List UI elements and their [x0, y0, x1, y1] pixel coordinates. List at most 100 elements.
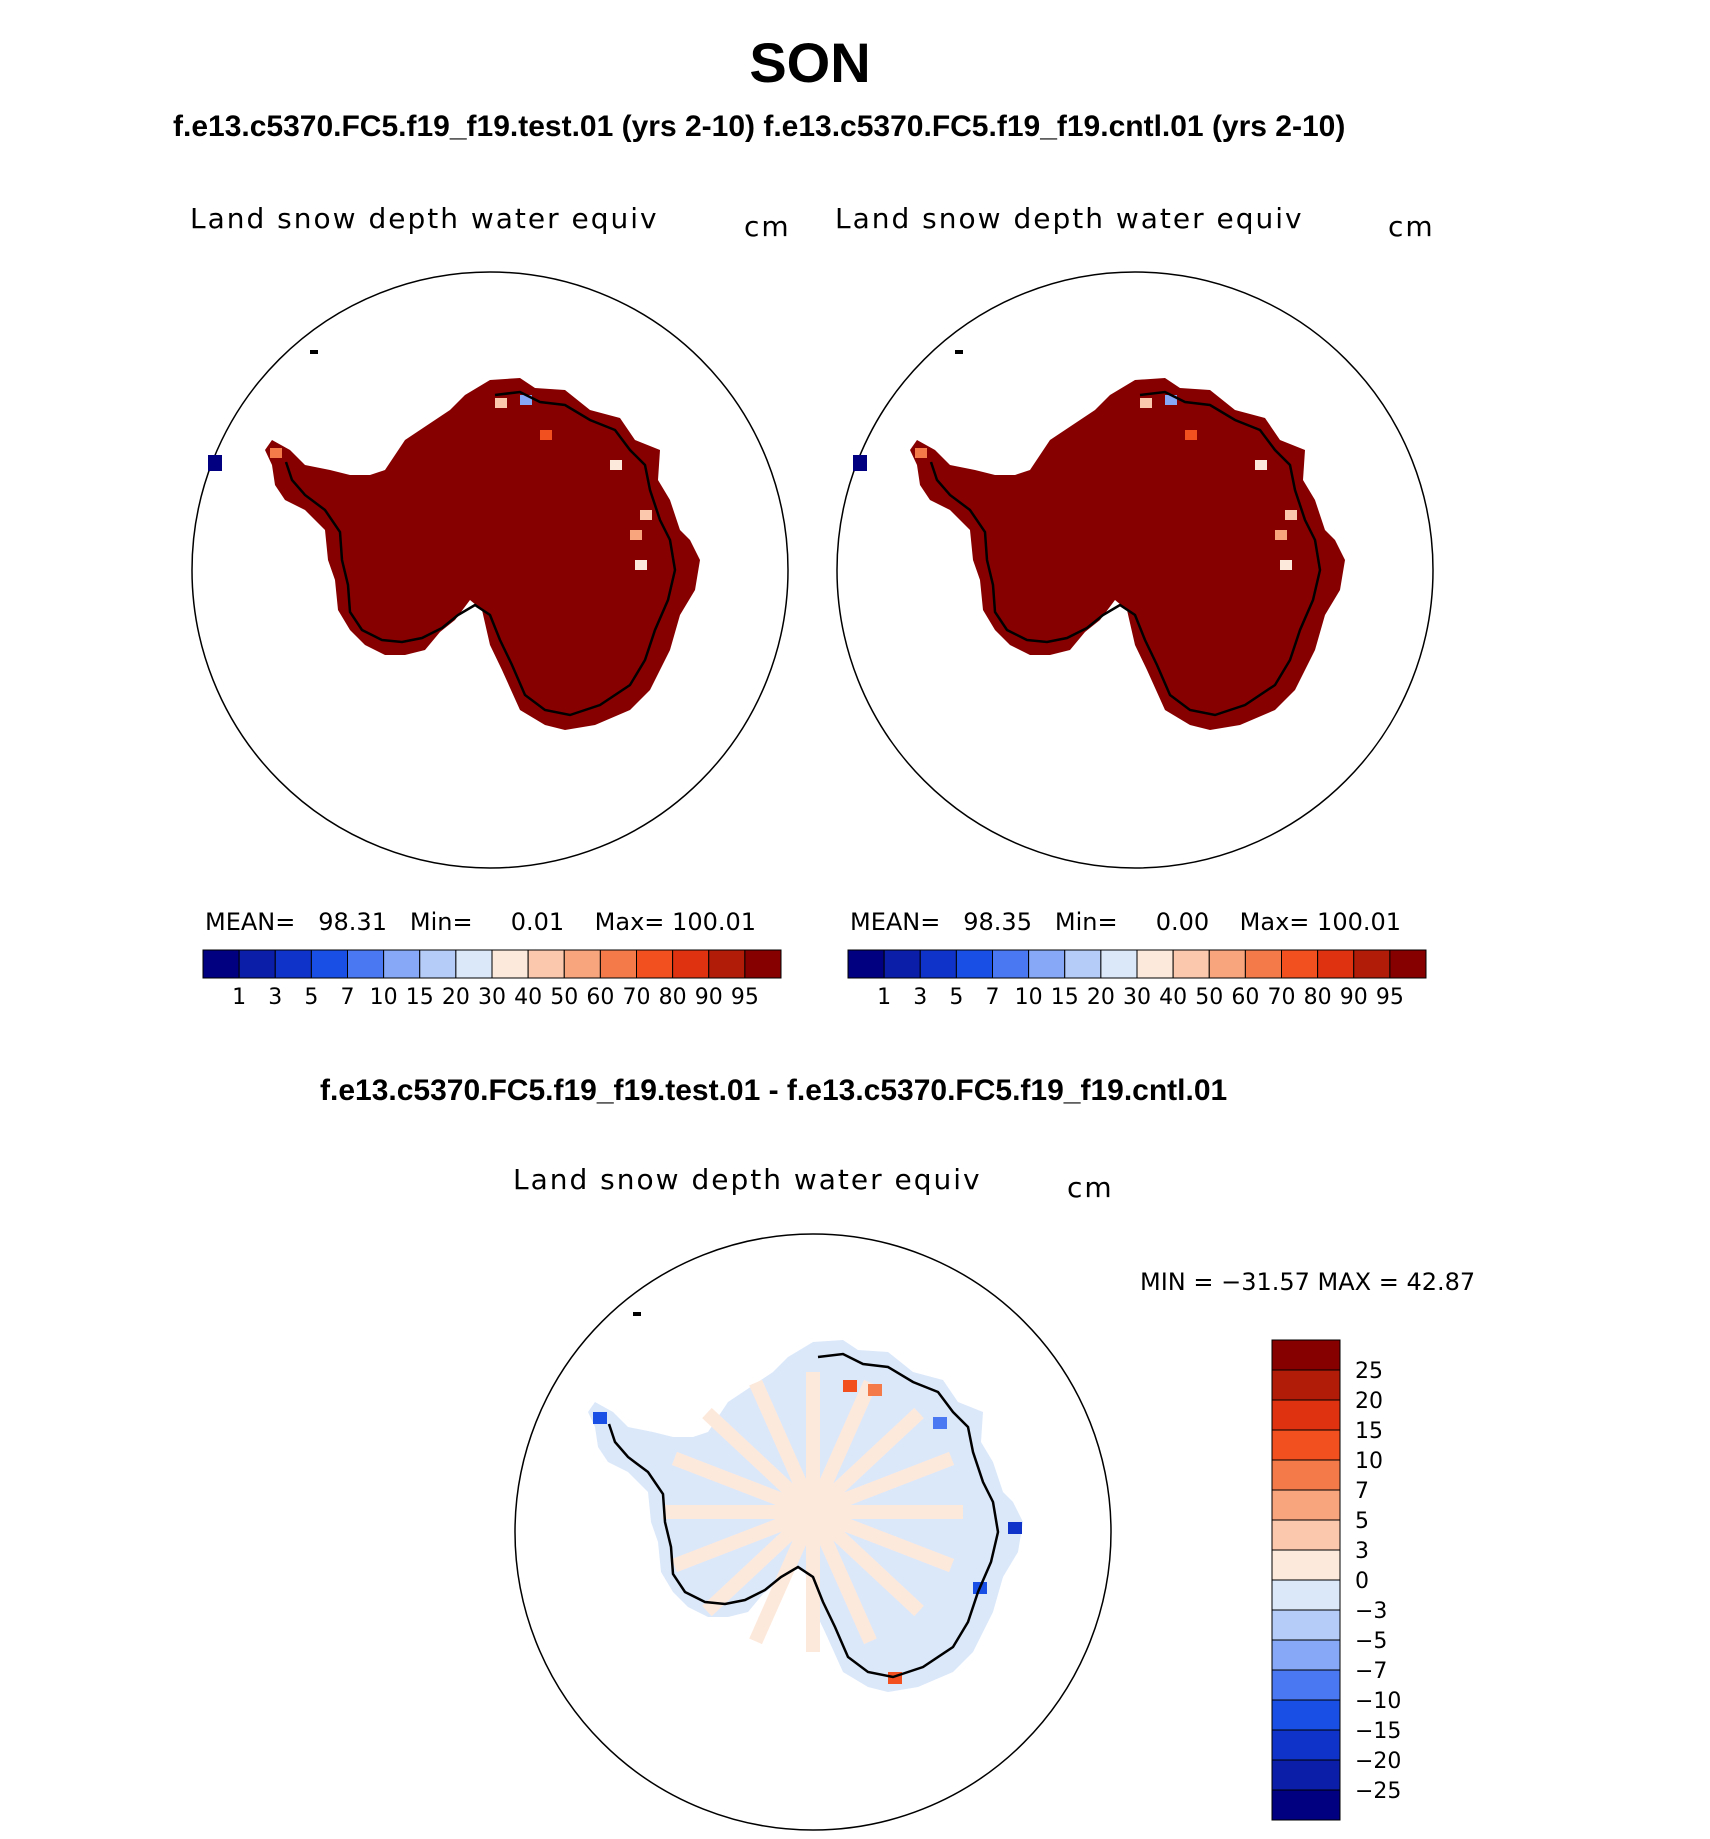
panel-cntl-colorbar-tick-label: 15	[1051, 985, 1079, 1010]
panel-cntl-colorbar-tick-label: 70	[1268, 985, 1296, 1010]
panel-cntl-units: cm	[1388, 210, 1435, 243]
panel-test-anomaly-cell	[635, 560, 647, 570]
panel-cntl-colorbar-color-box	[1353, 949, 1391, 979]
panel-test-small-island	[310, 350, 318, 354]
panel-test-colorbar-tick-label: 90	[695, 985, 723, 1010]
panel-test-colorbar-color-box	[419, 949, 457, 979]
panel-test-anomaly-cell	[495, 398, 507, 408]
panel-cntl-land-field	[910, 378, 1345, 730]
panel-diff-colorbar-color-box	[1271, 1699, 1341, 1731]
panel-diff-positive-streak	[808, 1407, 924, 1518]
panel-test-colorbar-color-box	[744, 949, 782, 979]
panel-diff-positive-streak	[749, 1509, 820, 1645]
panel-cntl-colorbar-color-box	[1172, 949, 1210, 979]
panel-diff-colorbar-tick-label: 20	[1355, 1389, 1383, 1414]
panel-diff-colorbar-color-box	[1271, 1669, 1341, 1701]
panel-test-colorbar-tick-label: 50	[550, 985, 578, 1010]
panel-diff-colorbar-color-box	[1271, 1549, 1341, 1581]
panel-diff-colorbar-color-box	[1271, 1459, 1341, 1491]
panel-test-colorbar-tick-label: 30	[478, 985, 506, 1010]
panel-diff-positive-streak	[702, 1407, 818, 1518]
diff-title: f.e13.c5370.FC5.f19_f19.test.01 - f.e13.…	[320, 1074, 1228, 1107]
panel-cntl-mean-label: MEAN=	[850, 908, 941, 936]
panel-cntl-colorbar-color-box	[919, 949, 957, 979]
panel-test-anomaly-cell	[270, 448, 282, 458]
figure-subtitle: f.e13.c5370.FC5.f19_f19.test.01 (yrs 2-1…	[173, 110, 1346, 143]
panel-diff-positive-streak	[671, 1505, 816, 1573]
panel-cntl-anomaly-cell	[1285, 510, 1297, 520]
panel-cntl-anomaly-cell	[1140, 398, 1152, 408]
panel-diff-colorbar-tick-label: 25	[1355, 1359, 1383, 1384]
panel-test-units: cm	[744, 210, 791, 243]
figure-title: SON	[749, 31, 871, 94]
panel-diff-colorbar-color-box	[1271, 1639, 1341, 1671]
panel-test-colorbar-tick-label: 60	[586, 985, 614, 1010]
panel-test-colorbar-color-box	[238, 949, 276, 979]
panel-test-colorbar-color-box	[383, 949, 421, 979]
panel-test-colorbar-color-box	[202, 949, 240, 979]
panel-diff-positive-streak	[749, 1379, 820, 1515]
panel-diff-positive-streak	[806, 1379, 877, 1515]
panel-test-anomaly-cell	[520, 395, 532, 405]
panel-test-colorbar-tick-label: 70	[623, 985, 651, 1010]
panel-cntl-colorbar-tick-label: 90	[1340, 985, 1368, 1010]
panel-cntl-colorbar-color-box	[1136, 949, 1174, 979]
panel-test-colorbar: 1 3 5 7 10 15 20 30 40 50 60 70 80 90 95	[202, 949, 782, 1010]
panel-diff-colorbar-tick-label: −20	[1355, 1749, 1401, 1774]
panel-cntl-colorbar-tick-label: 40	[1159, 985, 1187, 1010]
panel-cntl-anomaly-cell	[1275, 530, 1287, 540]
panel-test-variable-label: Land snow depth water equiv	[190, 202, 659, 235]
panel-cntl-colorbar-tick-label: 5	[949, 985, 963, 1010]
panel-diff-colorbar-color-box	[1271, 1399, 1341, 1431]
panel-test-colorbar-tick-label: 5	[304, 985, 318, 1010]
panel-cntl-colorbar-tick-label: 80	[1304, 985, 1332, 1010]
panel-diff-anomaly-cell	[868, 1384, 882, 1396]
panel-cntl-anomaly-cell	[915, 448, 927, 458]
panel-cntl-colorbar-color-box	[883, 949, 921, 979]
panel-test-anomaly-cell	[640, 510, 652, 520]
panel-test-map	[191, 271, 789, 869]
panel-test-colorbar-tick-label: 10	[370, 985, 398, 1010]
panel-cntl-colorbar-tick-label: 3	[913, 985, 927, 1010]
panel-diff-units: cm	[1067, 1171, 1114, 1204]
panel-diff-colorbar-color-box	[1271, 1369, 1341, 1401]
panel-diff-positive-streak	[702, 1506, 818, 1617]
panel-test-anomaly-cell	[630, 530, 642, 540]
panel-cntl-colorbar-tick-label: 10	[1015, 985, 1043, 1010]
panel-test-mean: 98.31	[318, 908, 387, 936]
panel-diff-colorbar-color-box	[1271, 1489, 1341, 1521]
panel-test-colorbar-tick-label: 80	[659, 985, 687, 1010]
panel-test-anomaly-cell	[610, 460, 622, 470]
panel-diff-colorbar-color-box	[1271, 1609, 1341, 1641]
panel-cntl-anomaly-cell	[1255, 460, 1267, 470]
panel-cntl-colorbar-color-box	[1317, 949, 1355, 979]
panel-test-colorbar-color-box	[527, 949, 565, 979]
panel-test-stats: MEAN= 98.31 Min= 0.01 Max= 100.01	[205, 908, 756, 936]
panel-cntl-anomaly-cell	[1165, 395, 1177, 405]
panel-cntl-colorbar-color-box	[1244, 949, 1282, 979]
panel-diff-anomaly-cell	[843, 1380, 857, 1392]
panel-test-colorbar-tick-label: 7	[341, 985, 355, 1010]
panel-diff-positive-streak	[810, 1505, 955, 1573]
panel-diff-colorbar-color-box	[1271, 1339, 1341, 1371]
panel-cntl-colorbar-color-box	[1281, 949, 1319, 979]
panel-diff-minmax: MIN = −31.57 MAX = 42.87	[1140, 1268, 1476, 1296]
panel-cntl-colorbar: 1 3 5 7 10 15 20 30 40 50 60 70 80 90 95	[847, 949, 1427, 1010]
panel-diff-colorbar-color-box	[1271, 1789, 1341, 1821]
panel-cntl-max-label: Max=	[1239, 908, 1310, 936]
panel-test-colorbar-color-box	[347, 949, 385, 979]
panel-diff-colorbar-tick-label: −15	[1355, 1719, 1401, 1744]
panel-cntl-colorbar-color-box	[1064, 949, 1102, 979]
panel-cntl-colorbar-color-box	[1208, 949, 1246, 979]
panel-cntl-stats: MEAN= 98.35 Min= 0.00 Max= 100.01	[850, 908, 1401, 936]
panel-diff-positive-streak	[806, 1509, 877, 1645]
panel-cntl-colorbar-tick-label: 95	[1376, 985, 1404, 1010]
panel-test-colorbar-tick-label: 20	[442, 985, 470, 1010]
panel-cntl-small-island	[955, 350, 963, 354]
panel-cntl-colorbar-color-box	[955, 949, 993, 979]
panel-cntl-anomaly-cell	[1280, 560, 1292, 570]
panel-test-colorbar-color-box	[636, 949, 674, 979]
panel-test-min-label: Min=	[409, 908, 473, 936]
panel-test-colorbar-tick-label: 1	[232, 985, 246, 1010]
panel-diff-anomaly-cell	[933, 1417, 947, 1429]
